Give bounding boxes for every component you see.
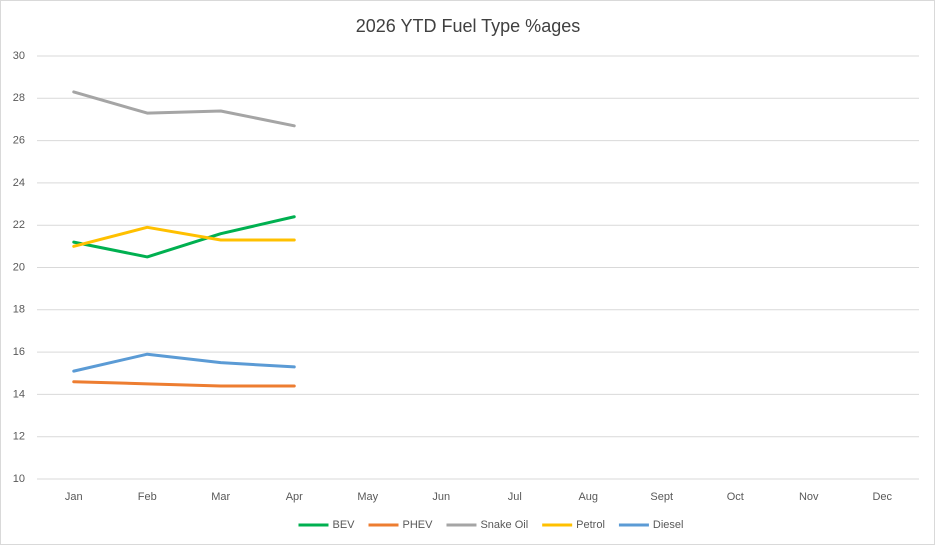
legend-label: Diesel [653,519,684,531]
y-tick-label: 28 [13,92,25,104]
y-tick-label: 14 [13,388,25,400]
y-tick-label: 26 [13,135,25,147]
x-tick-label: Oct [727,491,744,503]
legend-label: Snake Oil [480,519,528,531]
x-tick-label: Aug [578,491,598,503]
x-tick-label: May [357,491,378,503]
x-tick-label: Jan [65,491,83,503]
chart-title: 2026 YTD Fuel Type %ages [356,16,580,36]
series-line [72,215,296,259]
series-line [72,90,296,128]
x-tick-label: Jul [508,491,522,503]
series-line [72,225,296,248]
x-tick-label: Mar [211,491,230,503]
x-tick-label: Nov [799,491,819,503]
y-tick-label: 30 [13,50,25,62]
x-tick-label: Sept [650,491,673,503]
legend-label: Petrol [576,519,605,531]
x-tick-label: Dec [872,491,892,503]
y-tick-label: 16 [13,346,25,358]
y-tick-label: 18 [13,304,25,316]
x-tick-label: Apr [286,491,303,503]
y-tick-label: 12 [13,431,25,443]
series-line [72,380,296,388]
x-tick-label: Jun [432,491,450,503]
y-tick-label: 24 [13,177,25,189]
series-line [72,352,296,373]
x-tick-label: Feb [138,491,157,503]
legend-label: PHEV [403,519,434,531]
y-tick-label: 22 [13,219,25,231]
y-tick-label: 20 [13,261,25,273]
legend-label: BEV [332,519,355,531]
y-tick-label: 10 [13,473,25,485]
